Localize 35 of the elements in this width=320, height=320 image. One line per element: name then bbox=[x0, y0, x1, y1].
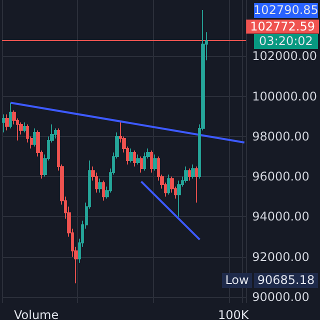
candlestick bbox=[9, 102, 12, 129]
candlestick bbox=[136, 154, 140, 165]
text: Volume bbox=[14, 308, 59, 320]
text: 102790.85 bbox=[254, 3, 318, 17]
y-tick-label: 102000.00 bbox=[252, 49, 318, 64]
candlestick bbox=[5, 114, 9, 131]
candlestick bbox=[54, 128, 57, 139]
candlestick bbox=[98, 178, 102, 194]
y-tick-label: 98000.00 bbox=[252, 129, 310, 144]
candlestick bbox=[150, 150, 153, 174]
candlestick bbox=[102, 180, 105, 202]
candlestick bbox=[177, 180, 181, 218]
candlestick bbox=[140, 156, 143, 174]
candlestick bbox=[23, 122, 26, 133]
text: 100K bbox=[218, 308, 250, 320]
y-tick-label: 94000.00 bbox=[252, 210, 310, 224]
annotation: Low bbox=[225, 273, 249, 287]
y-tick-label: 100000.00 bbox=[252, 89, 318, 104]
candlestick bbox=[153, 154, 157, 172]
candlestick bbox=[2, 114, 5, 133]
y-tick-label: 96000.00 bbox=[252, 170, 310, 184]
candlestick bbox=[133, 150, 136, 167]
candlestick bbox=[184, 166, 188, 184]
text: 03:20:02 bbox=[259, 34, 313, 48]
y-tick-label: 90000.00 bbox=[252, 290, 310, 304]
candlestick bbox=[167, 174, 170, 196]
ref-line-label: 102772.59 bbox=[250, 20, 316, 34]
candlestick bbox=[143, 152, 146, 172]
candlestick bbox=[188, 168, 191, 182]
candlestick bbox=[129, 148, 133, 163]
text: 90685.18 bbox=[257, 273, 315, 287]
candlestick bbox=[33, 128, 36, 147]
y-tick-label: 92000.00 bbox=[252, 250, 310, 264]
candlestick bbox=[195, 166, 198, 204]
candlestick bbox=[191, 164, 195, 180]
